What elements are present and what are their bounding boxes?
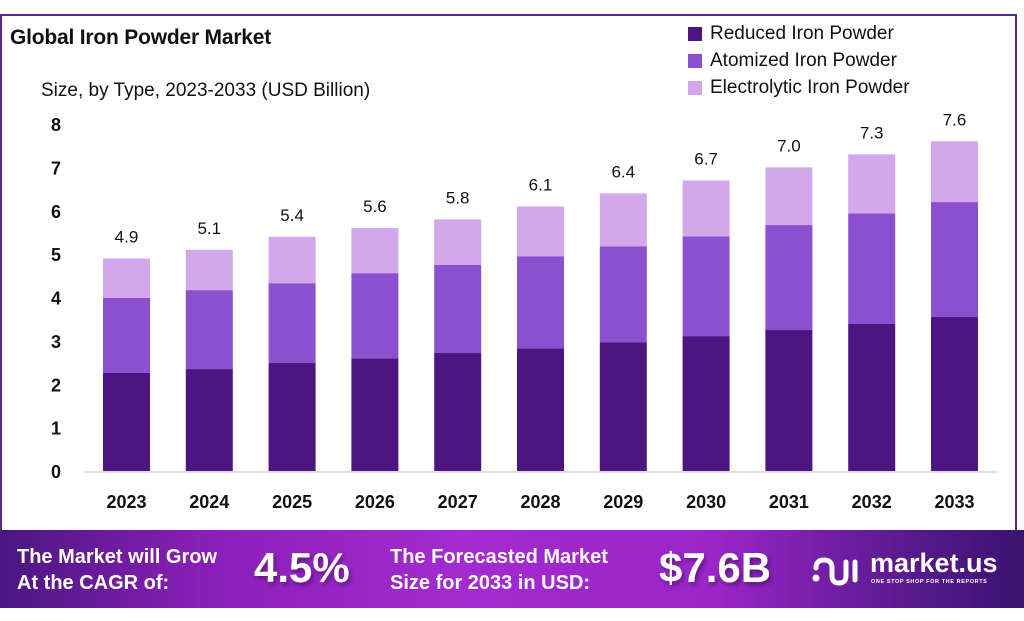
bar-total-label: 6.1: [529, 175, 553, 194]
bar-segment-reduced-iron-powder: [268, 362, 316, 471]
x-tick-label: 2032: [852, 492, 892, 512]
bar-segment-atomized-iron-powder: [599, 246, 647, 343]
legend-label: Atomized Iron Powder: [710, 49, 897, 71]
bar-segment-atomized-iron-powder: [351, 273, 399, 359]
cagr-label-line1: The Market will Grow: [17, 546, 218, 568]
chart-frame: [0, 14, 1017, 532]
bar-segment-atomized-iron-powder: [682, 236, 730, 337]
legend-item-reduced: Reduced Iron Powder: [688, 20, 910, 47]
bar-segment-electrolytic-iron-powder: [765, 167, 813, 226]
stacked-bar-chart: 0 1 2 3 4 5 6 7 8 4.9 2023 5.1 2024 5.4 2025 5.6 2026 5.8…: [51, 110, 997, 512]
x-tick-label: 2031: [769, 492, 809, 512]
bar-segment-atomized-iron-powder: [268, 283, 316, 363]
x-tick-label: 2030: [686, 492, 726, 512]
bar-total-label: 5.1: [197, 219, 221, 238]
bar-segment-reduced-iron-powder: [682, 336, 730, 471]
forecast-value: $7.6B: [659, 544, 772, 591]
bar-segment-atomized-iron-powder: [434, 264, 482, 354]
bar-segment-electrolytic-iron-powder: [268, 236, 316, 284]
bar-segment-reduced-iron-powder: [103, 372, 150, 471]
market-us-logo-icon: [812, 557, 858, 586]
bar-segment-electrolytic-iron-powder: [434, 219, 482, 265]
x-tick-label: 2023: [106, 492, 146, 512]
cagr-label-line2: At the CAGR of:: [17, 572, 170, 594]
legend-item-atomized: Atomized Iron Powder: [688, 47, 910, 74]
bar-segment-atomized-iron-powder: [103, 297, 150, 373]
bar-segment-electrolytic-iron-powder: [682, 180, 730, 237]
bar-segment-electrolytic-iron-powder: [517, 206, 564, 257]
forecast-label: The Forecasted Market Size for 2033 in U…: [390, 544, 608, 596]
y-tick-label: 4: [51, 289, 61, 309]
bar-total-label: 5.4: [280, 206, 304, 225]
bar-segment-reduced-iron-powder: [599, 342, 647, 471]
bar-total-label: 7.6: [943, 110, 967, 129]
bar-segment-electrolytic-iron-powder: [848, 154, 896, 214]
bar-segment-atomized-iron-powder: [517, 256, 564, 349]
bar-segment-atomized-iron-powder: [848, 213, 896, 324]
bar-segment-electrolytic-iron-powder: [931, 141, 978, 203]
cagr-value: 4.5%: [254, 544, 350, 591]
bar-segment-atomized-iron-powder: [765, 225, 813, 331]
bar-segment-electrolytic-iron-powder: [599, 193, 647, 247]
bar-total-label: 6.7: [694, 149, 718, 168]
bar-total-label: 6.4: [611, 162, 635, 181]
bar-segment-reduced-iron-powder: [185, 369, 233, 471]
y-tick-label: 5: [51, 245, 61, 265]
legend-label: Electrolytic Iron Powder: [710, 76, 910, 98]
legend: Reduced Iron Powder Atomized Iron Powder…: [688, 20, 910, 101]
x-tick-label: 2029: [603, 492, 643, 512]
y-tick-label: 2: [51, 375, 61, 395]
x-tick-label: 2028: [520, 492, 560, 512]
legend-swatch-atomized: [688, 53, 702, 68]
y-tick-label: 3: [51, 332, 61, 352]
bar-segment-reduced-iron-powder: [765, 330, 813, 471]
summary-banner: The Market will Grow At the CAGR of: 4.5…: [0, 530, 1024, 608]
bar-segment-reduced-iron-powder: [434, 353, 482, 471]
bar-total-label: 5.8: [446, 188, 470, 207]
legend-item-electrolytic: Electrolytic Iron Powder: [688, 74, 910, 101]
bar-segment-electrolytic-iron-powder: [185, 249, 233, 291]
y-tick-label: 6: [51, 202, 61, 222]
forecast-label-line1: The Forecasted Market: [390, 546, 608, 568]
bar-total-label: 5.6: [363, 197, 387, 216]
x-tick-label: 2025: [272, 492, 312, 512]
bar-segment-electrolytic-iron-powder: [103, 258, 150, 298]
y-tick-label: 0: [51, 462, 61, 482]
x-tick-label: 2024: [189, 492, 229, 512]
y-tick-label: 7: [51, 158, 61, 178]
bar-segment-electrolytic-iron-powder: [351, 228, 399, 274]
legend-swatch-electrolytic: [688, 80, 702, 95]
bar-segment-atomized-iron-powder: [185, 290, 233, 370]
legend-swatch-reduced: [688, 26, 702, 41]
legend-label: Reduced Iron Powder: [710, 22, 894, 44]
bar-segment-reduced-iron-powder: [517, 348, 564, 471]
bar-segment-reduced-iron-powder: [848, 323, 896, 471]
logo-name: market.us: [870, 548, 998, 578]
chart-title: Global Iron Powder Market: [10, 26, 272, 49]
logo-tagline: ONE STOP SHOP FOR THE REPORTS: [871, 579, 988, 585]
bar-total-label: 4.9: [115, 227, 139, 246]
x-tick-label: 2033: [934, 492, 974, 512]
y-tick-label: 1: [51, 419, 61, 439]
bar-segment-reduced-iron-powder: [931, 317, 978, 471]
forecast-label-line2: Size for 2033 in USD:: [390, 572, 591, 594]
x-tick-label: 2026: [355, 492, 395, 512]
chart-subtitle: Size, by Type, 2023-2033 (USD Billion): [41, 80, 371, 101]
cagr-label: The Market will Grow At the CAGR of:: [17, 544, 217, 596]
x-tick-label: 2027: [438, 492, 478, 512]
bar-segment-atomized-iron-powder: [931, 202, 978, 318]
y-tick-label: 8: [51, 115, 61, 135]
bar-total-label: 7.3: [860, 123, 884, 142]
bar-total-label: 7.0: [777, 136, 801, 155]
bar-segment-reduced-iron-powder: [351, 358, 399, 471]
